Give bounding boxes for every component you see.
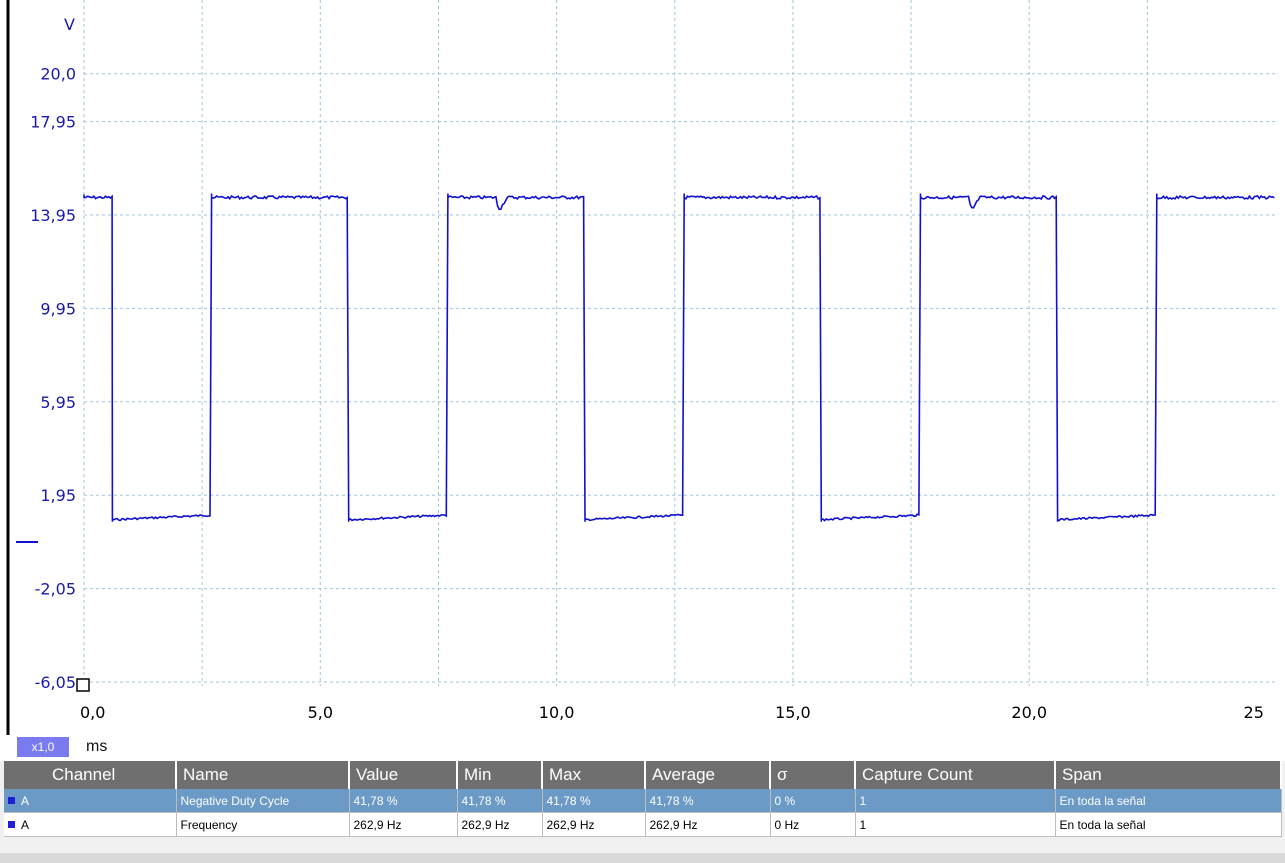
y-tick-label: 5,95	[40, 393, 76, 412]
status-strip	[0, 853, 1285, 863]
oscilloscope-view[interactable]: 20,0 17,95 13,95 9,95 5,95 1,95 -2,05 -6,05 0,0…	[0, 0, 1285, 735]
cell-value: 41,78 %	[349, 789, 458, 813]
table-header-row: Channel Name Value Min Max Average σ Cap…	[4, 761, 1282, 789]
y-tick-label: 13,95	[30, 206, 76, 225]
header-value[interactable]: Value	[349, 761, 458, 789]
cell-count: 1	[855, 789, 1056, 813]
cell-value: 262,9 Hz	[349, 812, 458, 837]
channel-color-marker	[8, 820, 15, 828]
cell-channel: A	[4, 812, 177, 837]
y-tick-label: -2,05	[35, 580, 76, 599]
cell-name: Frequency	[176, 812, 350, 837]
x-tick-label: 5,0	[308, 703, 333, 722]
y-tick-label: 1,95	[40, 486, 76, 505]
cell-sigma: 0 Hz	[770, 812, 856, 837]
header-capture-count[interactable]: Capture Count	[855, 761, 1056, 789]
table-row[interactable]: A Frequency 262,9 Hz 262,9 Hz 262,9 Hz 2…	[4, 812, 1282, 837]
cell-span: En toda la señal	[1055, 812, 1282, 837]
y-tick-label: 20,0	[40, 65, 76, 84]
x-tick-label: 15,0	[775, 703, 811, 722]
trigger-marker[interactable]	[76, 678, 90, 692]
cell-min: 262,9 Hz	[457, 812, 543, 837]
header-average[interactable]: Average	[645, 761, 771, 789]
header-sigma[interactable]: σ	[770, 761, 856, 789]
waveform-plot[interactable]: 20,0 17,95 13,95 9,95 5,95 1,95 -2,05 -6,05 0,0…	[0, 0, 1285, 735]
x-tick-label: 25	[1244, 703, 1264, 722]
header-name[interactable]: Name	[176, 761, 350, 789]
y-tick-label: 17,95	[30, 113, 76, 132]
cell-average: 41,78 %	[645, 789, 771, 813]
y-axis-unit: V	[64, 15, 75, 34]
cell-sigma: 0 %	[770, 789, 856, 813]
zoom-badge[interactable]: x1,0	[17, 737, 69, 757]
header-channel[interactable]: Channel	[4, 761, 177, 789]
y-tick-label: -6,05	[35, 673, 76, 692]
time-axis-bar: x1,0 ms	[0, 735, 1285, 761]
time-unit-label: ms	[86, 738, 108, 755]
y-tick-label: 9,95	[40, 299, 76, 318]
x-tick-label: 0,0	[80, 703, 105, 722]
measurements-table: Channel Name Value Min Max Average σ Cap…	[0, 761, 1285, 863]
channel-color-marker	[8, 796, 15, 804]
cell-max: 262,9 Hz	[542, 812, 646, 837]
x-tick-label: 10,0	[539, 703, 575, 722]
cell-channel: A	[4, 789, 177, 813]
cell-name: Negative Duty Cycle	[176, 789, 350, 813]
cell-max: 41,78 %	[542, 789, 646, 813]
header-max[interactable]: Max	[542, 761, 646, 789]
header-min[interactable]: Min	[457, 761, 543, 789]
x-tick-label: 20,0	[1011, 703, 1047, 722]
header-span[interactable]: Span	[1055, 761, 1282, 789]
cell-count: 1	[855, 812, 1056, 837]
table-row[interactable]: A Negative Duty Cycle 41,78 % 41,78 % 41…	[4, 789, 1282, 813]
channel-a-trace	[83, 193, 1275, 522]
cell-min: 41,78 %	[457, 789, 543, 813]
cell-span: En toda la señal	[1055, 789, 1282, 813]
cell-average: 262,9 Hz	[645, 812, 771, 837]
